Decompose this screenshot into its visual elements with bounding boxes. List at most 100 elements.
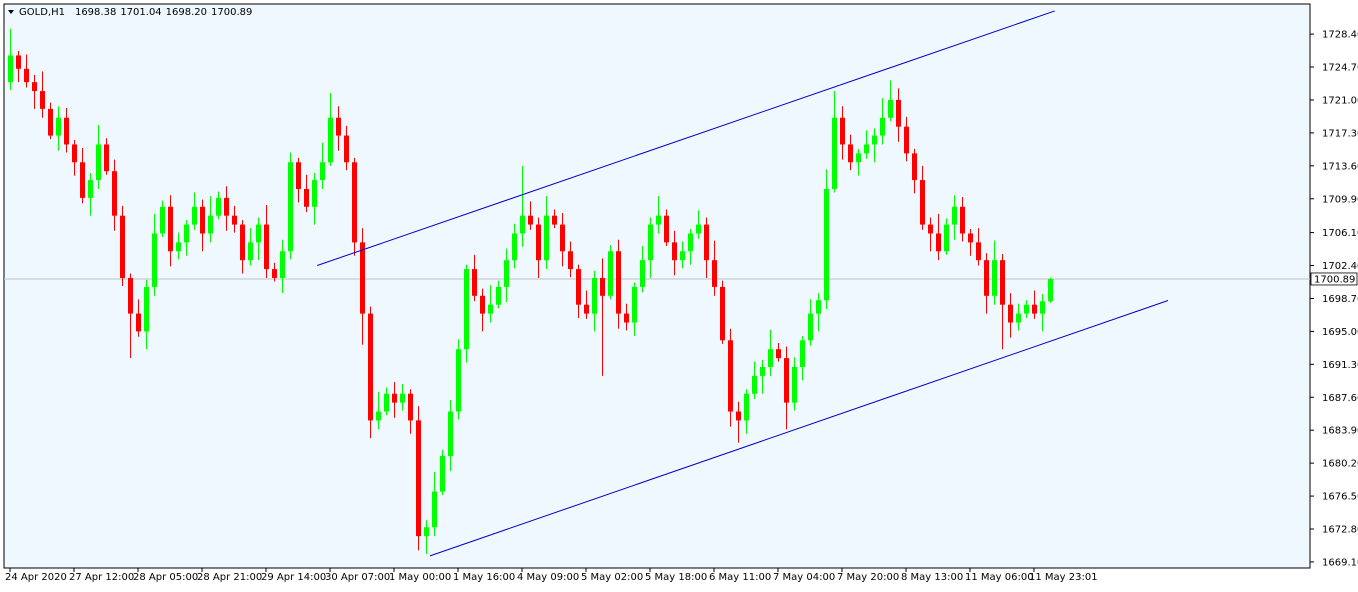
last-price-label: 1700.89 (1314, 274, 1355, 285)
y-tick-label: 1709.90 (1322, 194, 1358, 205)
candle-body (72, 144, 77, 163)
candle-body (280, 251, 285, 278)
candle-body (136, 313, 141, 332)
candle-body (536, 224, 541, 261)
candle-body (848, 144, 853, 163)
candle-body (224, 197, 229, 216)
x-tick-label: 24 Apr 2020 (5, 572, 67, 583)
candle-body (168, 206, 173, 252)
x-tick-label: 28 Apr 05:00 (133, 572, 198, 583)
candle-body (200, 206, 205, 234)
x-tick-label: 11 May 23:01 (1029, 572, 1098, 583)
candle-body (776, 349, 781, 359)
candle-body (608, 251, 613, 296)
candle-body (552, 215, 557, 225)
candle-body (88, 180, 93, 198)
y-tick-label: 1724.70 (1322, 63, 1358, 74)
candle-body (768, 349, 773, 368)
candle-body (96, 144, 101, 181)
y-tick-label: 1717.30 (1322, 128, 1358, 139)
candle-body (880, 117, 885, 136)
candle-body (296, 162, 301, 189)
candle-body (448, 411, 453, 457)
candle-body (992, 260, 997, 296)
header-value: 1698.20 (166, 7, 207, 18)
candle-body (104, 144, 109, 172)
candle-body (408, 393, 413, 421)
trendline (429, 300, 1169, 557)
y-tick-label: 1702.40 (1322, 261, 1358, 272)
candle-body (856, 153, 861, 163)
candle-body (1048, 278, 1053, 302)
candle-body (704, 224, 709, 261)
candle-body (664, 215, 669, 243)
x-tick-label: 29 Apr 14:00 (261, 572, 326, 583)
y-tick-label: 1706.10 (1322, 228, 1358, 239)
candle-body (920, 180, 925, 225)
candle-body (976, 242, 981, 261)
candle-body (736, 411, 741, 421)
candle-body (184, 224, 189, 243)
candle-body (392, 393, 397, 403)
candle-body (936, 233, 941, 252)
candle-body (904, 126, 909, 154)
candle-body (232, 215, 237, 225)
candle-body (688, 233, 693, 252)
candle-body (144, 286, 149, 332)
candle-body (1032, 304, 1037, 314)
chart-header: GOLD,H1 1698.38 1701.04 1698.20 1700.89 (19, 7, 252, 18)
candle-body (712, 260, 717, 287)
candle-body (248, 242, 253, 261)
candle-body (152, 233, 157, 287)
candle-body (832, 117, 837, 189)
header-value: 1701.04 (120, 7, 161, 18)
candle-body (928, 224, 933, 234)
candle-body (560, 224, 565, 252)
candle-body (960, 206, 965, 234)
candle-body (304, 188, 309, 207)
candle-body (288, 162, 293, 252)
candle-body (952, 206, 957, 225)
candle-body (40, 91, 45, 109)
symbol-menu-icon[interactable] (8, 10, 14, 14)
candle-body (1040, 301, 1045, 314)
candle-body (888, 99, 893, 118)
candle-body (360, 242, 365, 314)
last-price-box (1310, 272, 1358, 286)
candle-body (192, 206, 197, 225)
candle-body (696, 224, 701, 234)
candle-body (504, 260, 509, 287)
candle-body (672, 242, 677, 261)
y-tick-label: 1669.10 (1322, 557, 1358, 568)
candle-body (264, 224, 269, 270)
candle-body (216, 197, 221, 216)
candle-body (496, 286, 501, 305)
candle-body (656, 215, 661, 225)
candle-body (784, 358, 789, 403)
candle-body (1000, 260, 1005, 305)
candle-body (272, 269, 277, 278)
candle-body (680, 251, 685, 261)
candle-body (128, 277, 133, 314)
plot-layer (4, 10, 1310, 557)
candle-body (824, 188, 829, 301)
x-tick-label: 27 Apr 12:00 (69, 572, 134, 583)
candle-body (592, 277, 597, 314)
candle-body (16, 55, 21, 69)
candle-body (320, 162, 325, 181)
candle-body (344, 135, 349, 163)
y-tick-label: 1721.00 (1322, 95, 1358, 106)
candle-body (864, 144, 869, 154)
trendline (317, 10, 1055, 266)
candle-body (256, 224, 261, 243)
candle-body (792, 367, 797, 403)
y-tick-label: 1691.30 (1322, 360, 1358, 371)
candle-body (488, 304, 493, 314)
candle-body (424, 527, 429, 537)
symbol: GOLD,H1 (19, 7, 65, 18)
x-tick-label: 6 May 11:00 (709, 572, 771, 583)
candle-body (816, 300, 821, 314)
candle-body (120, 215, 125, 278)
candle-body (744, 393, 749, 421)
candle-body (752, 375, 757, 394)
